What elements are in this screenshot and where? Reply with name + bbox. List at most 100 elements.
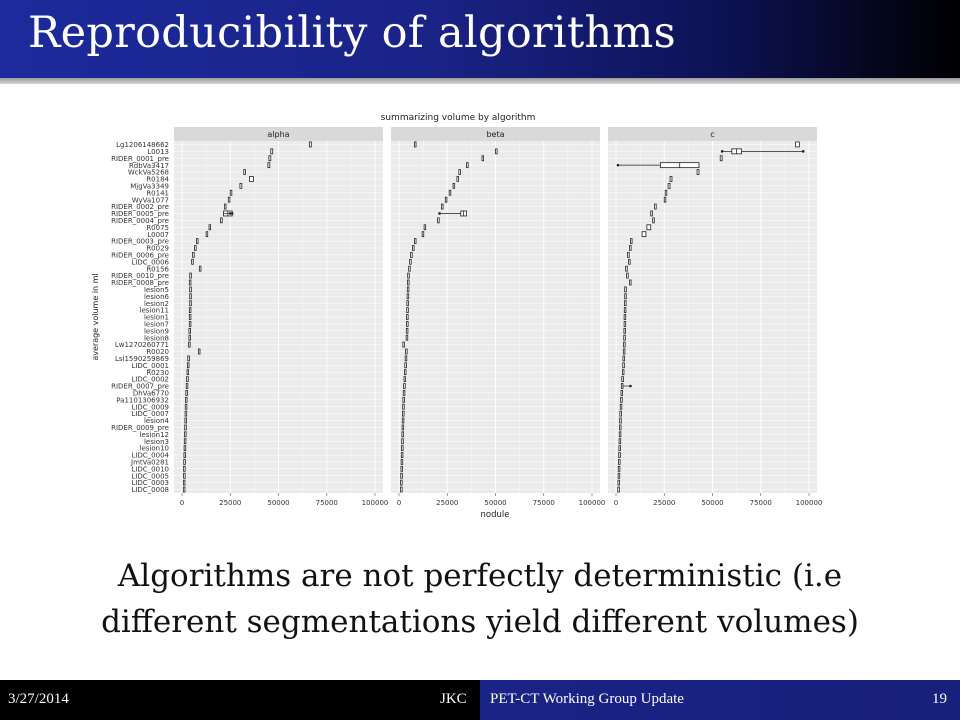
box — [421, 231, 425, 238]
box — [267, 162, 271, 169]
box — [403, 376, 407, 383]
box — [405, 334, 409, 341]
box — [186, 376, 189, 383]
box — [402, 341, 405, 348]
box — [414, 141, 417, 148]
box — [182, 479, 186, 486]
box — [404, 355, 408, 362]
box — [621, 376, 624, 383]
box — [410, 251, 413, 258]
x-tick-label: 25000 — [219, 499, 241, 507]
box — [184, 410, 188, 417]
y-tick-label: lesion7 — [144, 321, 169, 329]
box — [622, 348, 626, 355]
outlier-point — [230, 212, 234, 215]
y-tick-label: Lw1270260771 — [115, 341, 169, 349]
box — [409, 258, 412, 265]
x-tick-label: 75000 — [316, 499, 338, 507]
y-tick-label: lesion5 — [144, 286, 169, 294]
box — [189, 286, 192, 293]
facet-strip — [608, 127, 817, 141]
y-tick-label: LIDC_0005 — [131, 472, 169, 480]
box — [220, 217, 223, 224]
box — [629, 279, 632, 286]
outlier-point — [228, 212, 232, 215]
box — [618, 445, 621, 452]
box — [624, 300, 627, 307]
box — [183, 465, 186, 472]
box — [466, 162, 469, 169]
box — [696, 169, 700, 175]
y-tick-label: RIDER_0009_pre — [111, 424, 169, 432]
box — [270, 148, 274, 155]
box — [622, 362, 625, 369]
box — [452, 182, 456, 189]
box — [191, 258, 194, 265]
chart-title: summarizing volume by algorithm — [381, 113, 536, 123]
box — [401, 438, 404, 445]
box — [183, 472, 186, 479]
y-tick-label: R0141 — [146, 189, 169, 197]
box — [448, 189, 452, 196]
box — [404, 369, 407, 376]
box — [268, 155, 272, 162]
y-tick-label: WckVa5268 — [128, 169, 169, 177]
x-axis-label: nodule — [481, 510, 510, 520]
box — [182, 486, 186, 493]
box — [189, 300, 192, 307]
box — [646, 224, 652, 231]
y-tick-label: R0020 — [146, 348, 169, 356]
box — [406, 314, 409, 320]
box — [205, 231, 209, 238]
box — [188, 314, 192, 320]
box — [437, 217, 440, 224]
box — [617, 472, 621, 479]
box — [229, 189, 233, 196]
caption-line-2: different segmentations yield different … — [101, 604, 859, 640]
x-tick-label: 25000 — [653, 499, 675, 507]
box — [620, 390, 624, 396]
box — [406, 300, 409, 307]
x-tick-label: 75000 — [533, 499, 555, 507]
box — [423, 224, 427, 231]
box — [406, 321, 409, 327]
box — [654, 203, 657, 210]
y-tick-label: WyVa1077 — [132, 196, 169, 204]
y-tick-label: lesion12 — [140, 431, 169, 439]
box — [187, 362, 190, 369]
box — [402, 403, 405, 410]
box — [184, 417, 187, 424]
box — [795, 141, 800, 148]
facet-label: beta — [486, 130, 504, 139]
y-tick-label: lesion10 — [140, 445, 169, 453]
x-tick-label: 0 — [397, 499, 401, 507]
box — [249, 176, 254, 182]
y-tick-label: RIDER_0010_pre — [111, 272, 169, 280]
box — [414, 238, 417, 244]
y-tick-label: LIDC_0003 — [131, 479, 169, 487]
box — [618, 452, 621, 458]
box — [617, 486, 620, 493]
boxplot-chart: summarizing volume by algorithm Lg1206148… — [91, 113, 823, 520]
box — [624, 293, 627, 300]
slide-title: Reproducibility of algorithms — [28, 8, 676, 58]
y-tick-label: R0156 — [146, 265, 169, 273]
box — [621, 369, 625, 376]
box — [406, 293, 410, 300]
y-tick-label: R0029 — [146, 245, 169, 253]
x-tick-label: 100000 — [796, 499, 823, 507]
box — [185, 383, 189, 389]
box — [188, 334, 191, 341]
box — [669, 176, 673, 182]
y-tick-label: R0184 — [146, 176, 169, 184]
footer-author: JKC — [440, 691, 467, 707]
box — [188, 327, 191, 334]
x-tick-label: 100000 — [362, 499, 389, 507]
facet-strip — [391, 127, 600, 141]
y-tick-label: lesion8 — [144, 334, 169, 342]
slide-caption: Algorithms are not perfectly determinist… — [30, 553, 930, 645]
box — [619, 403, 623, 410]
y-tick-label: JmtVa0281 — [130, 459, 169, 467]
box — [618, 459, 621, 465]
box — [719, 155, 723, 162]
